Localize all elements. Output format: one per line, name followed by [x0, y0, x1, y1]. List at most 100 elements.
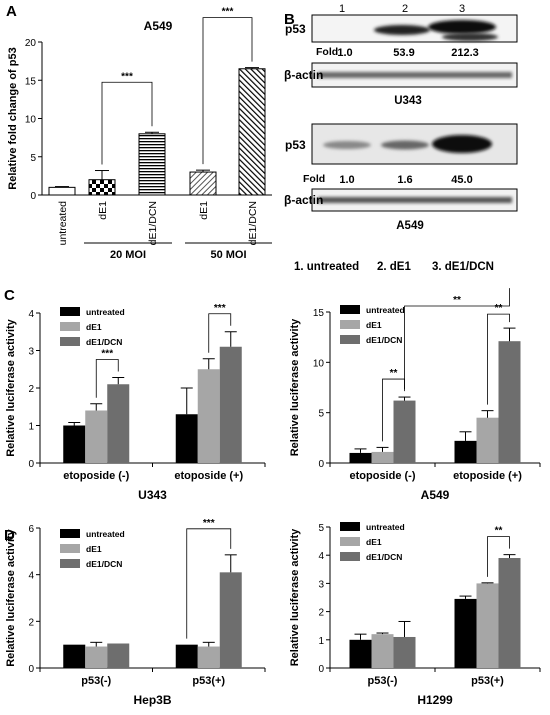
- legend-swatch: [340, 335, 360, 344]
- x-tick-label: etoposide (-): [63, 470, 129, 482]
- bar: [476, 417, 499, 463]
- y-tick-label: 5: [30, 153, 36, 164]
- bar: [197, 646, 220, 668]
- y-tick-label: 2: [28, 384, 34, 395]
- bar: [63, 644, 86, 668]
- legend-swatch: [60, 544, 80, 553]
- y-tick-label: 4: [318, 551, 324, 562]
- legend-label: dE1/DCN: [86, 559, 122, 569]
- bar: [349, 639, 372, 668]
- chart-a549-luciferase: 0 5 10 15 Relative luciferase activity etopos…: [289, 288, 541, 502]
- legend-label: untreated: [366, 305, 405, 315]
- y-tick-label: 0: [28, 459, 34, 470]
- y-axis-label: Relative luciferase activity: [289, 318, 301, 456]
- bar: [238, 68, 266, 196]
- x-tick-label: p53(+): [192, 675, 225, 687]
- legend-label: dE1/DCN: [366, 335, 402, 345]
- chart-hep3b-luciferase: 0 2 4 6 Relative luciferase activity p53(-) p5…: [5, 518, 266, 707]
- y-tick-label: 20: [25, 38, 37, 49]
- bar: [48, 186, 76, 196]
- significance-label: **: [453, 295, 461, 306]
- bar: [219, 572, 242, 668]
- bar: [197, 369, 220, 463]
- u343-title: U343: [394, 95, 422, 107]
- significance-bracket: [186, 528, 232, 639]
- legend-swatch: [340, 320, 360, 329]
- y-tick-label: 15: [25, 76, 37, 87]
- a549-p53-band-2: [381, 140, 429, 150]
- legend-label: dE1: [86, 322, 102, 332]
- legend-swatch: [60, 559, 80, 568]
- x-tick-label: etoposide (+): [453, 470, 522, 482]
- a549-title: A549: [396, 220, 424, 232]
- significance-bracket: [487, 313, 510, 405]
- lane-legend-2: 2. dE1: [377, 261, 411, 273]
- x-tick-label: etoposide (-): [350, 470, 416, 482]
- legend-label: untreated: [86, 307, 125, 317]
- significance-label: **: [495, 303, 503, 314]
- y-tick-label: 3: [28, 347, 34, 358]
- x-tick-label: dE1/DCN: [247, 201, 259, 245]
- panel-label-d: D: [4, 527, 15, 544]
- lane-number-2: 2: [402, 3, 408, 15]
- legend-swatch: [60, 529, 80, 538]
- lane-number-3: 3: [459, 3, 465, 15]
- a549-actin-band: [318, 197, 512, 203]
- x-tick-label: untreated: [57, 201, 69, 246]
- y-tick-label: 4: [28, 309, 34, 320]
- y-tick-label: 15: [313, 308, 325, 319]
- u343-actin-band: [318, 72, 512, 78]
- bar: [371, 451, 394, 463]
- y-tick-label: 5: [318, 523, 324, 534]
- significance-bracket: [202, 17, 253, 165]
- legend-swatch: [340, 537, 360, 546]
- y-tick-label: 0: [28, 664, 34, 675]
- y-tick-label: 1: [28, 422, 34, 433]
- bar: [476, 583, 499, 668]
- lane-number-1: 1: [339, 3, 345, 15]
- bar: [107, 643, 130, 668]
- x-tick-label: p53(+): [471, 675, 504, 687]
- y-tick-label: 1: [318, 636, 324, 647]
- bar: [138, 133, 166, 196]
- chart-a549-p53-fold: 0 5 10 15 20 Relative fold change of p53 A549 u…: [7, 7, 272, 261]
- legend-swatch: [60, 307, 80, 316]
- x-tick-label: etoposide (+): [174, 470, 243, 482]
- y-tick-label: 10: [25, 115, 37, 126]
- u343-fold-3: 212.3: [451, 47, 479, 59]
- bar: [85, 646, 108, 668]
- bar: [349, 452, 372, 463]
- chart-u343-luciferase: 0 1 2 3 4 Relative luciferase activity etoposi…: [5, 303, 266, 502]
- significance-label: ***: [203, 518, 215, 529]
- lane-legend-1: 1. untreated: [294, 261, 359, 273]
- significance-bracket: [101, 81, 153, 165]
- legend-swatch: [60, 337, 80, 346]
- x-tick-label: p53(-): [81, 675, 111, 687]
- significance-bracket: [487, 536, 510, 577]
- chart-title: U343: [138, 488, 167, 502]
- legend-label: untreated: [366, 522, 405, 532]
- x-tick-label: p53(-): [368, 675, 398, 687]
- u343-fold-label: Fold: [316, 46, 338, 58]
- y-axis-label: Relative luciferase activity: [5, 318, 17, 456]
- a549-p53-band-1: [323, 141, 371, 149]
- bar: [393, 636, 416, 668]
- y-axis-label: Relative fold change of p53: [7, 47, 19, 189]
- bar: [219, 346, 242, 463]
- y-tick-label: 4: [28, 571, 34, 582]
- chart-title: A549: [421, 488, 450, 502]
- bar: [175, 644, 198, 668]
- legend-label: dE1/DCN: [86, 337, 122, 347]
- bar: [371, 634, 394, 668]
- y-tick-label: 2: [318, 608, 324, 619]
- significance-bracket: [95, 359, 119, 398]
- bar: [393, 400, 416, 463]
- chart-title: A549: [144, 19, 173, 33]
- bar: [454, 598, 477, 668]
- legend-label: untreated: [86, 529, 125, 539]
- legend-swatch: [60, 322, 80, 331]
- legend-swatch: [340, 552, 360, 561]
- significance-label: **: [390, 368, 398, 379]
- y-axis-label: Relative luciferase activity: [289, 528, 301, 666]
